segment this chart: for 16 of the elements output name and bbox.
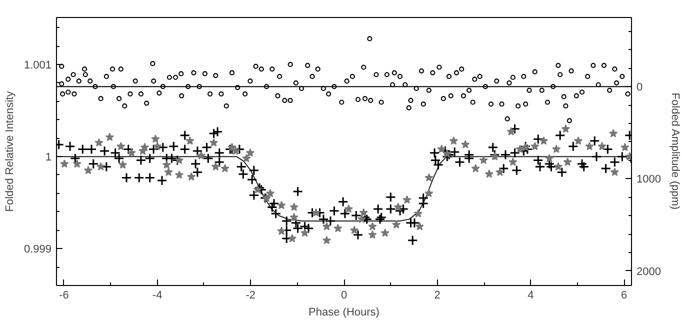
- y2-axis-title: Folded Amplitude (ppm): [668, 92, 681, 210]
- y-axis-title: Folded Relative Intensity: [4, 90, 16, 212]
- x-tick-label: 2: [434, 290, 440, 302]
- y2-tick-label: 2000: [636, 266, 661, 278]
- y2-tick-label: 0: [636, 82, 643, 94]
- x-axis-title: Phase (Hours): [308, 306, 380, 318]
- x-tick-label: -4: [152, 290, 162, 302]
- y-tick-label: 0.999: [24, 244, 52, 256]
- x-tick-label: 0: [340, 290, 348, 302]
- y2-tick-label: 1000: [636, 174, 661, 186]
- x-tick-label: -6: [59, 290, 69, 302]
- y-tick-label: 1: [45, 152, 52, 164]
- x-tick-label: -2: [246, 290, 256, 302]
- x-tick-label: 4: [528, 290, 534, 302]
- x-tick-label: 6: [620, 290, 628, 302]
- y-tick-label: 1.001: [24, 59, 52, 72]
